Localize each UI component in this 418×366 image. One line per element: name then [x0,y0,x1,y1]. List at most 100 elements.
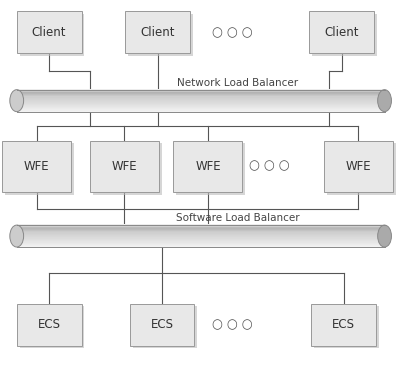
Bar [17,242,385,243]
Bar [17,246,385,247]
Bar [17,238,385,239]
Bar [17,100,385,101]
FancyBboxPatch shape [20,14,84,56]
Bar [17,98,385,99]
Bar [17,96,385,97]
Bar [17,94,385,95]
Text: ○ ○ ○: ○ ○ ○ [212,26,252,39]
Bar [17,109,385,111]
Bar [17,108,385,109]
Bar [17,94,385,95]
Bar [17,225,385,226]
Ellipse shape [10,225,23,247]
Bar [17,101,385,102]
Bar [17,236,385,238]
Text: WFE: WFE [346,160,371,173]
Bar [17,104,385,105]
Bar [17,224,385,225]
Bar [17,240,385,241]
Bar [17,233,385,234]
Bar [17,111,385,112]
Bar [17,109,385,110]
Text: ○ ○ ○: ○ ○ ○ [249,159,290,172]
FancyBboxPatch shape [5,143,74,195]
Bar [17,107,385,108]
Bar [17,243,385,244]
FancyBboxPatch shape [312,14,377,56]
Text: ECS: ECS [150,318,173,331]
Bar [17,243,385,244]
Bar [17,90,385,92]
Bar [17,97,385,98]
Bar [17,242,385,243]
Bar [17,107,385,108]
Bar [17,229,385,230]
Bar [17,237,385,238]
Bar [17,92,385,93]
Bar [17,236,385,237]
Bar [17,106,385,107]
Bar [17,232,385,233]
Text: Client: Client [32,26,66,38]
Bar [17,108,385,109]
Bar [17,239,385,240]
Bar [17,228,385,229]
FancyBboxPatch shape [20,306,84,348]
Bar [17,230,385,231]
Bar [17,89,385,90]
FancyBboxPatch shape [90,141,159,192]
Bar [17,91,385,92]
Bar [17,234,385,235]
Bar [17,97,385,98]
Ellipse shape [378,90,391,112]
FancyBboxPatch shape [311,304,376,346]
FancyBboxPatch shape [17,304,82,346]
Bar [17,103,385,104]
Text: ○ ○ ○: ○ ○ ○ [212,318,252,332]
FancyBboxPatch shape [327,143,396,195]
Bar [17,238,385,239]
Bar [17,110,385,111]
Bar [17,89,385,90]
Bar [17,105,385,106]
Text: WFE: WFE [112,160,137,173]
Bar [17,244,385,245]
FancyBboxPatch shape [309,11,374,53]
FancyBboxPatch shape [133,306,197,348]
Bar [17,230,385,231]
Text: Network Load Balancer: Network Load Balancer [177,78,298,88]
Text: WFE: WFE [195,160,221,173]
Bar [17,234,385,235]
Bar [17,90,385,91]
Bar [17,235,385,236]
Text: Software Load Balancer: Software Load Balancer [176,213,299,223]
Text: ECS: ECS [332,318,355,331]
Bar [17,245,385,246]
Text: Client: Client [140,26,175,38]
FancyBboxPatch shape [93,143,162,195]
FancyBboxPatch shape [173,141,242,192]
Ellipse shape [10,90,23,112]
Bar [17,98,385,99]
Bar [17,225,385,226]
Bar [17,231,385,232]
Bar [17,93,385,94]
FancyBboxPatch shape [2,141,71,192]
Text: Client: Client [324,26,359,38]
Bar [17,93,385,94]
Bar [17,226,385,227]
FancyBboxPatch shape [176,143,245,195]
Bar [17,92,385,93]
Text: ECS: ECS [38,318,61,331]
FancyBboxPatch shape [125,11,190,53]
FancyBboxPatch shape [128,14,193,56]
FancyBboxPatch shape [130,304,194,346]
Bar [17,95,385,96]
Bar [17,233,385,234]
Bar [17,240,385,242]
Bar [17,235,385,236]
Text: WFE: WFE [24,160,49,173]
Bar [17,102,385,103]
Bar [17,227,385,228]
Bar [17,99,385,100]
